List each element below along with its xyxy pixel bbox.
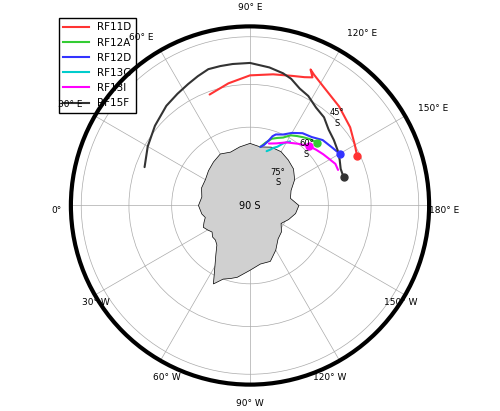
Text: 30° E: 30° E [58,100,82,109]
Text: 75°
S: 75° S [270,168,285,187]
Text: 60° E: 60° E [128,33,153,42]
Text: 150° W: 150° W [384,298,418,307]
Text: 120° W: 120° W [314,373,347,382]
Legend: RF11D, RF12A, RF12D, RF13G, RF13I, RF15F: RF11D, RF12A, RF12D, RF13G, RF13I, RF15F [58,18,136,113]
Text: 90 S: 90 S [240,201,261,210]
Text: 150° E: 150° E [418,104,448,113]
Text: 90° E: 90° E [238,3,262,12]
Text: 180° E: 180° E [428,206,459,215]
Text: 60° W: 60° W [153,373,181,382]
Polygon shape [198,143,299,284]
Text: 60°
S: 60° S [299,139,314,159]
Text: 0°: 0° [51,206,62,215]
Text: 90° W: 90° W [236,399,264,408]
Text: 30° W: 30° W [82,298,110,307]
Text: 45°
S: 45° S [330,109,344,128]
Circle shape [71,26,429,385]
Text: 120° E: 120° E [347,29,377,38]
